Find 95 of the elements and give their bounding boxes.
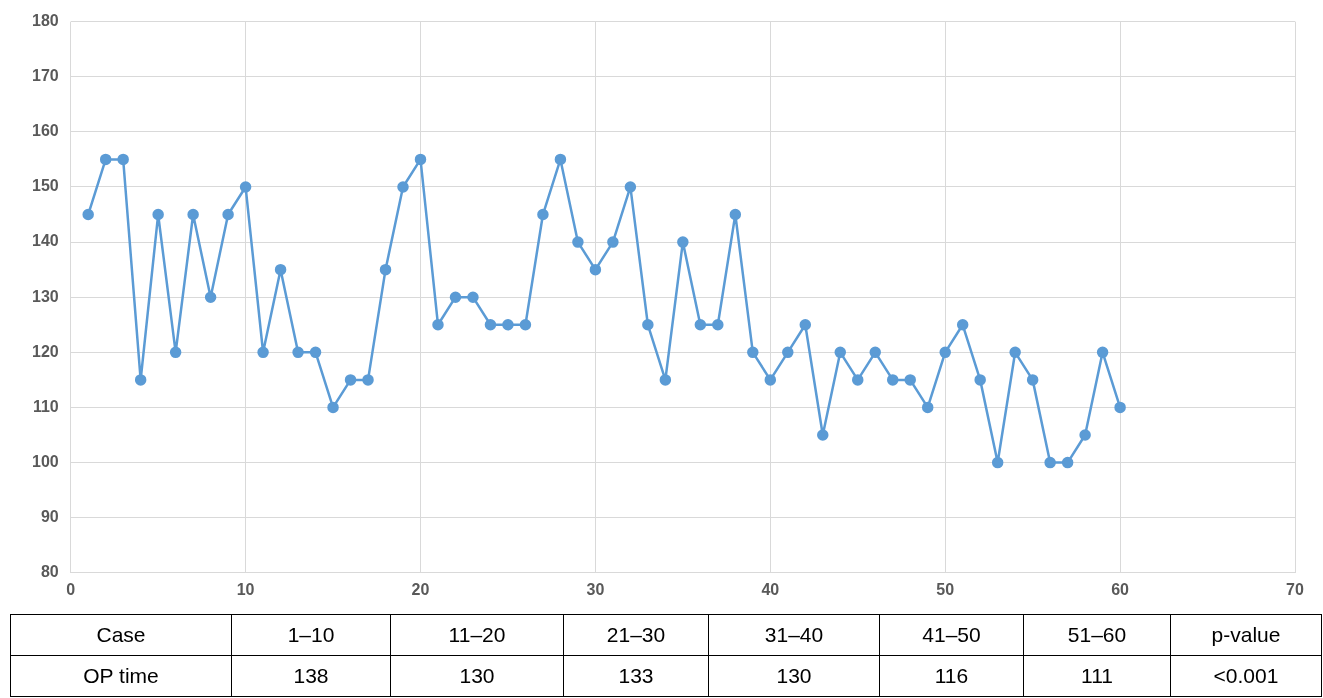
- x-tick-label: 0: [66, 580, 76, 598]
- point: [572, 236, 584, 248]
- point: [991, 456, 1004, 469]
- point: [1009, 346, 1021, 359]
- text: 1–10: [231, 614, 391, 656]
- point: [677, 236, 689, 248]
- y-tick-label: 160: [31, 122, 59, 140]
- point: [1096, 346, 1109, 359]
- text: 21–30: [563, 614, 709, 656]
- text: OP time: [10, 655, 232, 697]
- point: [729, 208, 742, 221]
- y-tick-label: 150: [31, 177, 59, 195]
- point: [467, 291, 479, 303]
- point: [449, 291, 462, 303]
- point: [274, 263, 287, 276]
- x-tick-label: 70: [1286, 580, 1304, 598]
- point: [397, 181, 409, 193]
- point: [817, 429, 829, 441]
- x-tick-label: 10: [236, 580, 255, 598]
- point: [204, 291, 217, 303]
- point: [344, 374, 357, 386]
- point: [904, 374, 916, 386]
- y-tick-label: 170: [31, 67, 59, 85]
- point: [432, 319, 444, 331]
- text: Case: [10, 614, 232, 656]
- y-tick-label: 180: [31, 12, 59, 30]
- point: [537, 208, 549, 221]
- point: [292, 346, 304, 359]
- point: [607, 236, 619, 248]
- point: [169, 346, 182, 359]
- point: [852, 374, 864, 386]
- point: [379, 263, 392, 276]
- point: [152, 208, 164, 221]
- y-tick-label: 130: [31, 287, 59, 305]
- y-tick-label: 90: [40, 508, 59, 526]
- text: 116: [879, 655, 1024, 697]
- point: [642, 319, 654, 331]
- point: [974, 374, 986, 386]
- point: [747, 346, 759, 359]
- text: 111: [1023, 655, 1171, 697]
- text: <0.001: [1170, 655, 1322, 697]
- point: [82, 208, 94, 221]
- point: [956, 319, 969, 331]
- text: p-value: [1170, 614, 1322, 656]
- point: [1044, 456, 1056, 469]
- text: 133: [563, 655, 709, 697]
- point: [502, 319, 514, 331]
- y-tick-label: 120: [31, 342, 59, 360]
- point: [886, 374, 899, 386]
- point: [327, 401, 339, 414]
- point: [134, 374, 147, 386]
- point: [1114, 401, 1126, 414]
- point: [799, 319, 812, 331]
- text: 11–20: [390, 614, 564, 656]
- point: [1061, 456, 1074, 469]
- point: [834, 346, 847, 359]
- y-tick-label: 80: [40, 563, 59, 581]
- x-tick-label: 30: [586, 580, 605, 598]
- x-tick-label: 60: [1111, 580, 1130, 598]
- text: 138: [231, 655, 391, 697]
- point: [624, 181, 637, 193]
- y-tick-label: 110: [32, 397, 59, 415]
- x-tick-label: 40: [761, 580, 780, 598]
- point: [309, 346, 322, 359]
- text: 130: [708, 655, 880, 697]
- text: 130: [390, 655, 564, 697]
- point: [1026, 374, 1039, 386]
- point: [222, 208, 234, 221]
- y-tick-label: 140: [31, 232, 59, 250]
- text: 41–50: [879, 614, 1024, 656]
- point: [484, 319, 497, 331]
- point: [869, 346, 881, 359]
- point: [782, 346, 794, 359]
- point: [712, 319, 724, 331]
- y-tick-label: 100: [31, 452, 59, 470]
- point: [921, 401, 934, 414]
- point: [554, 153, 567, 166]
- point: [694, 319, 707, 331]
- x-tick-label: 20: [411, 580, 430, 598]
- text: 51–60: [1023, 614, 1171, 656]
- x-tick-label: 50: [936, 580, 955, 598]
- point: [257, 346, 269, 359]
- point: [659, 374, 672, 386]
- point: [99, 153, 112, 166]
- point: [362, 374, 374, 386]
- point: [187, 208, 199, 221]
- point: [939, 346, 951, 359]
- text: 31–40: [708, 614, 880, 656]
- point: [414, 153, 427, 166]
- point: [117, 153, 129, 166]
- point: [519, 319, 532, 331]
- point: [589, 263, 602, 276]
- point: [239, 181, 252, 193]
- point: [764, 374, 777, 386]
- point: [1079, 429, 1091, 441]
